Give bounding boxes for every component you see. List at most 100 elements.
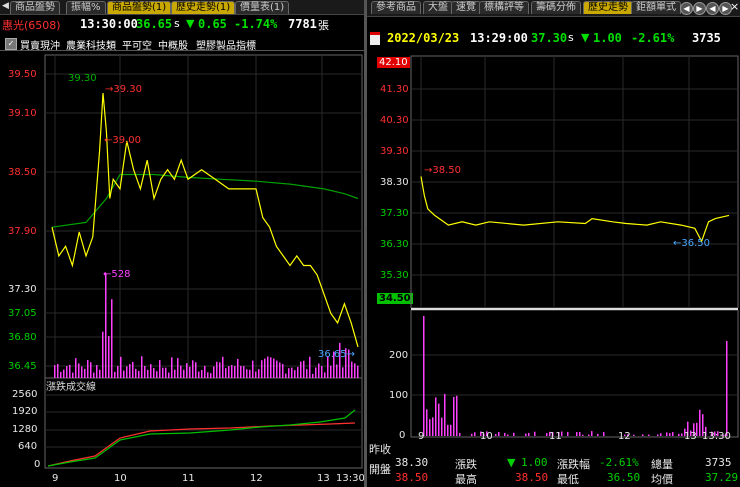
volume-bar bbox=[87, 359, 89, 378]
next-alt-icon[interactable]: ▶ bbox=[719, 2, 732, 15]
right-volume-bar bbox=[687, 421, 689, 436]
left-time-label: 9 bbox=[52, 473, 59, 484]
right-volume-bar bbox=[576, 432, 578, 436]
low-label: 最低 bbox=[557, 473, 579, 486]
left-time-label: 13:30 bbox=[336, 473, 365, 484]
right-volume-bar bbox=[513, 432, 515, 436]
volume-bar bbox=[339, 342, 341, 378]
right-volume-bar bbox=[627, 434, 629, 436]
tab-quick-view[interactable]: 速覽 bbox=[451, 1, 481, 14]
left-tabbar-caret-icon[interactable]: ◀ bbox=[2, 1, 9, 11]
volume-bar bbox=[57, 363, 59, 378]
volume-bar bbox=[96, 365, 98, 378]
tab-amplitude[interactable]: 振幅% bbox=[66, 1, 106, 14]
right-volume-bar bbox=[423, 316, 425, 436]
total-vol-value: 3735 bbox=[705, 456, 732, 469]
calendar-icon[interactable] bbox=[370, 32, 380, 45]
right-volume-bar bbox=[450, 424, 452, 436]
tag-china-concept[interactable]: 中概股 bbox=[158, 41, 188, 52]
right-price-label: 41.30 bbox=[380, 84, 409, 95]
tab-reference[interactable]: 參考商品 bbox=[371, 1, 421, 14]
change-label: 漲跌 bbox=[455, 458, 477, 471]
volume-bar bbox=[180, 365, 182, 378]
quote-time: 13:30:00 bbox=[80, 17, 138, 31]
tab-history-trend-1[interactable]: 歷史走勢(1) bbox=[171, 1, 236, 14]
volume-bar bbox=[246, 369, 248, 378]
right-price-label: 38.30 bbox=[380, 177, 409, 188]
tag-plastics-index[interactable]: 塑膠製品指標 bbox=[196, 41, 256, 52]
volume-bar bbox=[342, 367, 344, 378]
panel-divider[interactable] bbox=[364, 0, 367, 487]
volume-bar bbox=[147, 369, 149, 378]
tab-chip-distribution[interactable]: 籌碼分佈 bbox=[531, 1, 581, 14]
tab-product-board-1[interactable]: 商品盤勢(1) bbox=[107, 1, 172, 14]
right-volume-bar bbox=[705, 426, 707, 436]
volume-bar bbox=[183, 369, 185, 378]
volume-bar bbox=[315, 367, 317, 378]
right-volume-bar bbox=[426, 409, 428, 436]
tag-agritech[interactable]: 農業科技類 bbox=[66, 41, 116, 52]
volume-bar bbox=[159, 360, 161, 378]
cumulative-up-line bbox=[47, 422, 356, 467]
right-volume-bar bbox=[429, 419, 431, 436]
volume-bar bbox=[135, 368, 137, 378]
right-volume-bar bbox=[453, 396, 455, 436]
tab-history[interactable]: 歷史走勢 bbox=[583, 1, 633, 14]
right-volume-bar bbox=[690, 430, 692, 436]
low-value: 36.50 bbox=[607, 471, 641, 484]
left-price-label: 38.50 bbox=[8, 167, 37, 178]
volume-bar bbox=[150, 364, 152, 378]
volume-bar bbox=[186, 363, 188, 378]
prev-icon[interactable]: ◀ bbox=[680, 2, 693, 15]
volume-bar bbox=[162, 367, 164, 378]
close-icon[interactable]: × bbox=[730, 0, 740, 13]
open-value: 38.50 bbox=[395, 471, 429, 484]
volume-bar bbox=[129, 364, 131, 378]
volume-bar bbox=[69, 364, 71, 378]
right-volume-bar bbox=[456, 395, 458, 436]
right-volume-bar bbox=[432, 417, 434, 436]
second-annotation: ←39.00 bbox=[104, 135, 141, 146]
next-icon[interactable]: ▶ bbox=[693, 2, 706, 15]
quote-price-suffix: s bbox=[174, 17, 180, 30]
volume-bar bbox=[318, 363, 320, 378]
right-volume-bar bbox=[558, 432, 560, 436]
left-vol-label: 640 bbox=[18, 441, 38, 452]
right-time: 13:29:00 bbox=[470, 31, 528, 45]
prev-alt-icon[interactable]: ◀ bbox=[706, 2, 719, 15]
right-volume-bar bbox=[669, 433, 671, 436]
volume-bar bbox=[249, 369, 251, 378]
tab-price-volume-1[interactable]: 價量表(1) bbox=[235, 1, 290, 14]
right-time-label: 10 bbox=[480, 431, 493, 442]
checkbox-icon[interactable]: ✓ bbox=[5, 38, 17, 50]
tab-block-trade[interactable]: 鉅額單式 bbox=[631, 1, 681, 14]
volume-bar bbox=[171, 357, 173, 378]
right-volume-bar bbox=[648, 434, 650, 436]
right-volume-bar bbox=[711, 431, 713, 436]
right-volume-bar bbox=[717, 431, 719, 436]
summary-row-2: 開盤 38.50 最高 38.50 最低 36.50 均價 37.29 bbox=[367, 463, 740, 486]
volume-bar bbox=[273, 358, 275, 378]
tab-rating[interactable]: 標構評等 bbox=[479, 1, 529, 14]
tag-short-allowed[interactable]: 平可空 bbox=[122, 41, 152, 52]
volume-bar bbox=[195, 362, 197, 378]
right-vol-label: 100 bbox=[389, 390, 409, 401]
tag-day-trade[interactable]: 買賣現沖 bbox=[20, 41, 60, 52]
right-volume-bar bbox=[702, 414, 704, 436]
left-time-label: 12 bbox=[250, 473, 263, 484]
volume-bar bbox=[63, 369, 65, 378]
tab-product-board[interactable]: 商品盤勢 bbox=[10, 1, 60, 14]
avg-label: 均價 bbox=[651, 473, 673, 486]
right-price-chart: →38.50 ←36.50 bbox=[410, 55, 739, 308]
volume-bar bbox=[264, 358, 266, 378]
volume-bar bbox=[243, 366, 245, 378]
volume-bar bbox=[297, 366, 299, 378]
volume-bar bbox=[198, 371, 200, 378]
volume-bar bbox=[234, 366, 236, 378]
right-price-top-label: 42.10 bbox=[377, 57, 410, 68]
tab-market[interactable]: 大盤 bbox=[423, 1, 453, 14]
volume-bar bbox=[231, 365, 233, 378]
volume-bar bbox=[237, 358, 239, 378]
right-volume-bar bbox=[525, 433, 527, 436]
volume-bar bbox=[348, 349, 350, 378]
